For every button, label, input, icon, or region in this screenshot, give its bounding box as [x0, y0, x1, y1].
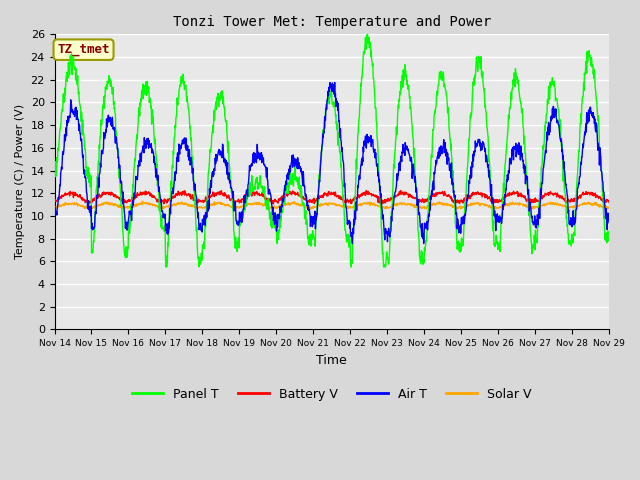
Legend: Panel T, Battery V, Air T, Solar V: Panel T, Battery V, Air T, Solar V [127, 383, 536, 406]
Text: TZ_tmet: TZ_tmet [58, 43, 110, 56]
X-axis label: Time: Time [316, 354, 347, 367]
Y-axis label: Temperature (C) / Power (V): Temperature (C) / Power (V) [15, 104, 25, 259]
Title: Tonzi Tower Met: Temperature and Power: Tonzi Tower Met: Temperature and Power [173, 15, 491, 29]
